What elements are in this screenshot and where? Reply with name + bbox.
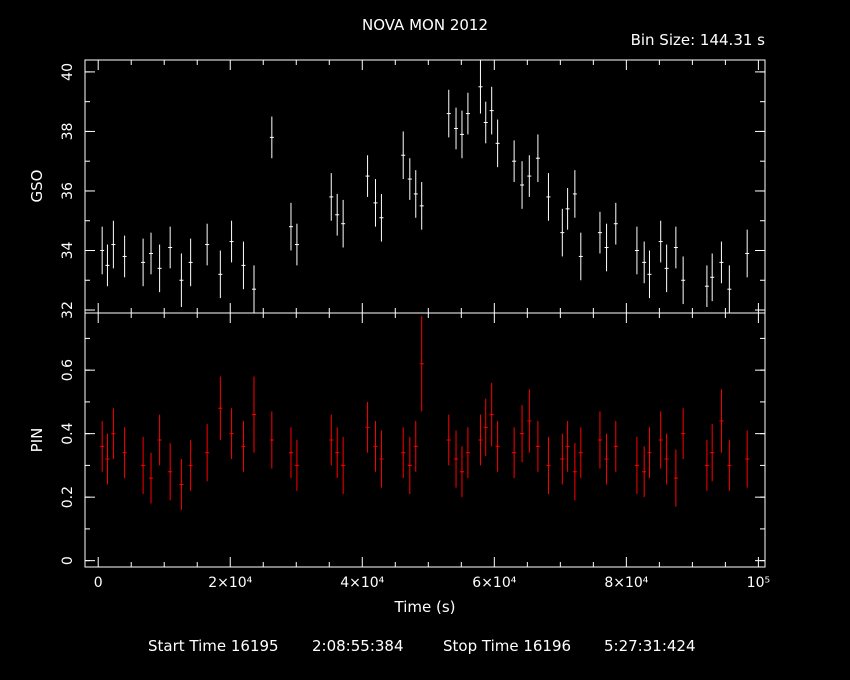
y-tick-label: 32 xyxy=(60,301,76,319)
y-tick-label: 40 xyxy=(60,63,76,81)
top-panel-data xyxy=(100,60,750,313)
y-tick-label: 36 xyxy=(60,182,76,200)
top-panel: 32 34 36 38 40 GSO xyxy=(28,59,766,319)
y-tick-label: 38 xyxy=(60,123,76,141)
chart-title: NOVA MON 2012 xyxy=(362,16,488,34)
x-tick-label: 8×10⁴ xyxy=(604,575,648,591)
x-tick-label: 4×10⁴ xyxy=(340,575,384,591)
bottom-panel-frame xyxy=(84,312,766,568)
x-tick-label: 10⁵ xyxy=(747,575,770,591)
bottom-panel-ylabel: PIN xyxy=(28,428,46,453)
bottom-panel-ticks: 0 0.2 0.4 0.6 xyxy=(60,313,765,567)
top-panel-frame xyxy=(84,59,766,314)
x-axis-label: Time (s) xyxy=(394,598,456,616)
y-tick-label: 0.6 xyxy=(60,359,76,381)
top-panel-ylabel: GSO xyxy=(28,170,46,203)
bottom-panel: 0 0.2 0.4 0.6 PIN xyxy=(28,312,766,568)
y-tick-label: 0.4 xyxy=(60,422,76,444)
start-time-label: Start Time 16195 xyxy=(148,637,279,655)
stop-time-label: Stop Time 16196 xyxy=(443,637,571,655)
bottom-panel-data xyxy=(100,316,750,510)
x-tick-label: 2×10⁴ xyxy=(208,575,252,591)
y-tick-label: 34 xyxy=(60,242,76,260)
y-tick-label: 0.2 xyxy=(60,486,76,508)
x-axis-ticks: 0 2×10⁴ 4×10⁴ 6×10⁴ 8×10⁴ 10⁵ xyxy=(94,575,770,591)
bin-size-label: Bin Size: 144.31 s xyxy=(631,31,766,49)
y-tick-label: 0 xyxy=(60,556,76,565)
x-tick-label: 0 xyxy=(94,575,103,591)
stop-time-value: 5:27:31:424 xyxy=(604,637,696,655)
start-time-value: 2:08:55:384 xyxy=(312,637,404,655)
top-panel-ticks: 32 34 36 38 40 xyxy=(60,60,765,319)
time-footer: Start Time 16195 2:08:55:384 Stop Time 1… xyxy=(148,637,696,655)
x-tick-label: 6×10⁴ xyxy=(472,575,516,591)
